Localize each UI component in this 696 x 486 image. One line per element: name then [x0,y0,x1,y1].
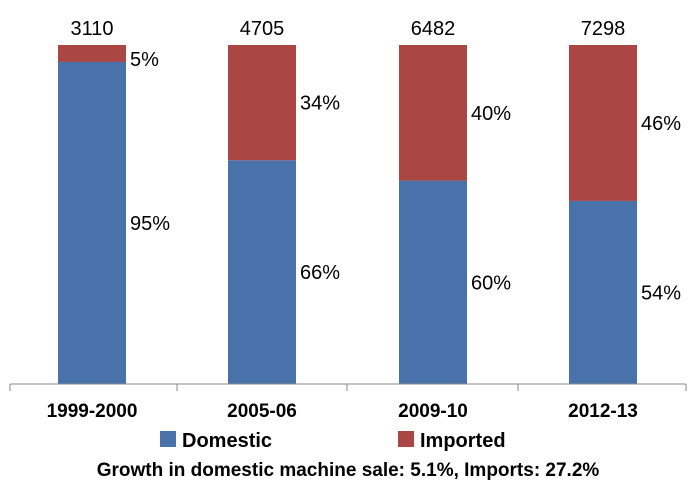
bar-imported [58,45,126,62]
x-axis-ticks [9,384,687,391]
category-labels: 1999-2000 2005-06 2009-10 2012-13 [47,401,638,422]
bar-domestic [399,180,467,384]
category-label: 2012-13 [568,401,638,422]
total-label: 3110 [70,18,113,40]
chart-caption: Growth in domestic machine sale: 5.1%, I… [97,460,600,481]
legend-swatch-imported [398,431,414,447]
domestic-pct-label: 60% [471,272,511,294]
bar-imported [228,45,296,161]
bar-domestic [58,61,126,384]
domestic-pct-label: 95% [130,213,170,235]
legend: Domestic Imported [160,430,506,452]
bar-imported [399,45,467,181]
domestic-pct-label: 54% [641,282,681,304]
imported-pct-label: 46% [641,113,681,135]
legend-swatch-domestic [160,431,176,447]
imported-pct-label: 40% [471,103,511,125]
legend-label-domestic: Domestic [182,430,272,452]
bars-layer [58,45,637,384]
bar-domestic [228,160,296,384]
domestic-pct-label: 66% [300,262,340,284]
imported-pct-label: 34% [300,93,340,115]
category-label: 2009-10 [398,401,468,422]
total-label: 7298 [581,18,626,40]
total-label: 4705 [240,18,285,40]
labels-layer: 3110 95% 5% 4705 66% 34% 6482 60% 40% 7298 54% 46% [70,18,681,304]
legend-label-imported: Imported [420,430,506,452]
imported-pct-label: 5% [130,49,159,71]
bar-imported [569,45,637,201]
total-label: 6482 [411,18,456,40]
category-label: 1999-2000 [47,401,138,422]
category-label: 2005-06 [227,401,297,422]
bar-domestic [569,200,637,384]
